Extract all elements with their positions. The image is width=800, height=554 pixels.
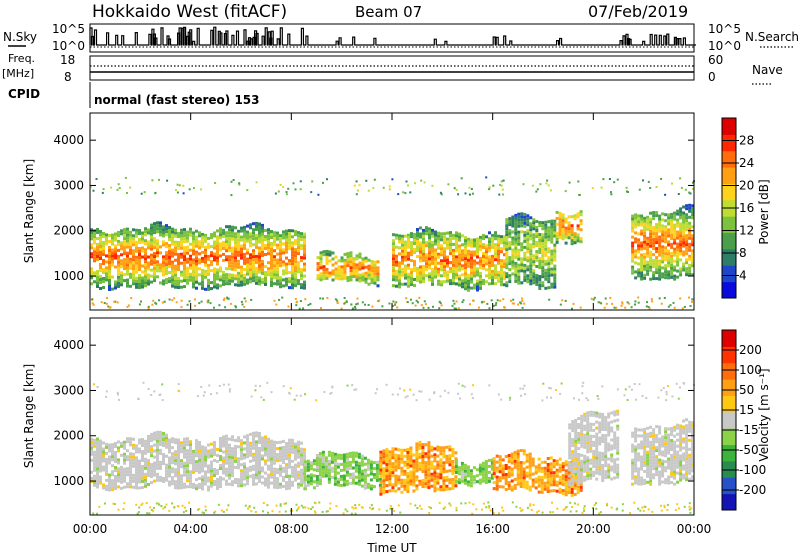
cpid-label: CPID [8, 87, 40, 101]
x-tick-label: 04:00 [173, 522, 208, 536]
colorbar-swatch [722, 362, 736, 380]
velocity-x-axis: 00:00 04:00 08:00 12:00 16:00 20:00 00:00 [73, 318, 712, 536]
x-tick-label: 08:00 [274, 522, 309, 536]
power-colorbar-label: Power [dB] [757, 179, 771, 244]
cpid-strip: CPID normal (fast stereo) 153 [8, 82, 260, 108]
colorbar-swatch [722, 134, 736, 152]
colorbar-tick-label: 100 [739, 363, 762, 377]
colorbar-swatch [722, 346, 736, 364]
colorbar-swatch [722, 477, 736, 495]
beam-label: Beam 07 [355, 3, 422, 21]
colorbar-swatch [722, 411, 736, 429]
colorbar-tick-label: 16 [739, 201, 754, 215]
y-tick-label: 3000 [53, 383, 84, 397]
power-panel: 1000 2000 3000 4000 Slant Range [km] [22, 112, 695, 311]
colorbar-tick-label: -50 [739, 443, 759, 457]
noise-tick-top-right: 10^5 [708, 22, 741, 36]
noise-tick-top-left: 10^5 [52, 22, 85, 36]
colorbar-swatch [722, 150, 736, 168]
colorbar-tick-label: 50 [739, 383, 754, 397]
nave-tick-bottom: 0 [708, 70, 716, 84]
cpid-text: normal (fast stereo) 153 [94, 93, 260, 107]
velocity-colorbar-label: Velocity [m s⁻¹] [757, 368, 771, 461]
freq-tick-top: 18 [60, 53, 75, 67]
colorbar-swatch [722, 248, 736, 266]
colorbar-swatch [722, 167, 736, 184]
power-y-axis: 1000 2000 3000 4000 [53, 133, 694, 283]
nsky-label: N.Sky [3, 30, 37, 44]
velocity-ylabel: Slant Range [km] [22, 364, 36, 468]
colorbar-swatch [722, 444, 736, 462]
nave-label: Nave [752, 63, 783, 77]
nave-tick-top: 60 [708, 53, 723, 67]
y-tick-label: 3000 [53, 178, 84, 192]
colorbar-swatch [722, 395, 736, 413]
x-tick-label: 12:00 [375, 522, 410, 536]
colorbar-swatch [722, 460, 736, 478]
colorbar-tick-label: 8 [739, 246, 747, 260]
colorbar-swatch [722, 493, 736, 511]
colorbar-swatch [722, 232, 736, 250]
x-tick-label: 16:00 [475, 522, 510, 536]
colorbar-swatch [722, 379, 736, 396]
x-tick-label: 20:00 [576, 522, 611, 536]
colorbar-swatch [722, 265, 736, 283]
y-tick-label: 2000 [53, 224, 84, 238]
velocity-colorbar: 200 100 50 15 -15 -50 -100 -200 Velocity [m s⁻¹… [721, 329, 771, 511]
y-tick-label: 2000 [53, 429, 84, 443]
power-data [90, 176, 695, 310]
noise-strip: N.Sky 10^5 10^0 10^5 10^0 N.Search [3, 22, 799, 53]
colorbar-tick-label: -15 [739, 423, 759, 437]
colorbar-swatch [722, 428, 736, 446]
colorbar-swatch [722, 281, 736, 299]
freq-label: Freq. [8, 52, 35, 65]
y-tick-label: 4000 [53, 133, 84, 147]
colorbar-swatch [722, 330, 736, 347]
power-ylabel: Slant Range [km] [22, 159, 36, 263]
noise-tick-bottom-right: 10^0 [708, 39, 741, 53]
freq-nave-strip: Freq. [MHz] 18 8 60 0 Nave [2, 52, 783, 85]
freq-tick-bottom: 8 [64, 70, 72, 84]
colorbar-tick-label: 12 [739, 224, 754, 238]
velocity-data [90, 381, 695, 515]
noise-sky-trace [89, 26, 696, 46]
colorbar-tick-label: 24 [739, 156, 754, 170]
colorbar-tick-label: -200 [739, 483, 766, 497]
colorbar-tick-label: 15 [739, 403, 754, 417]
colorbar-swatch [722, 118, 736, 135]
colorbar-tick-label: 200 [739, 343, 762, 357]
date-label: 07/Feb/2019 [588, 2, 688, 21]
colorbar-tick-label: -100 [739, 463, 766, 477]
colorbar-swatch [722, 183, 736, 201]
power-x-ticks [89, 113, 695, 310]
colorbar-swatch [722, 216, 736, 234]
freq-unit: [MHz] [2, 67, 34, 80]
power-colorbar: 4 8 12 16 20 24 28 Power [dB] [721, 117, 771, 299]
colorbar-tick-label: 20 [739, 179, 754, 193]
y-tick-label: 1000 [53, 269, 84, 283]
nsearch-label: N.Search [745, 30, 799, 44]
y-tick-label: 4000 [53, 338, 84, 352]
x-tick-label: 00:00 [677, 522, 712, 536]
noise-tick-bottom-left: 10^0 [52, 39, 85, 53]
velocity-y-axis: 1000 2000 3000 4000 [53, 338, 694, 488]
colorbar-tick-label: 28 [739, 134, 754, 148]
x-axis-label: Time UT [366, 541, 417, 554]
station-title: Hokkaido West (fitACF) [92, 2, 287, 22]
y-tick-label: 1000 [53, 474, 84, 488]
colorbar-tick-label: 4 [739, 269, 747, 283]
x-tick-label: 00:00 [73, 522, 108, 536]
